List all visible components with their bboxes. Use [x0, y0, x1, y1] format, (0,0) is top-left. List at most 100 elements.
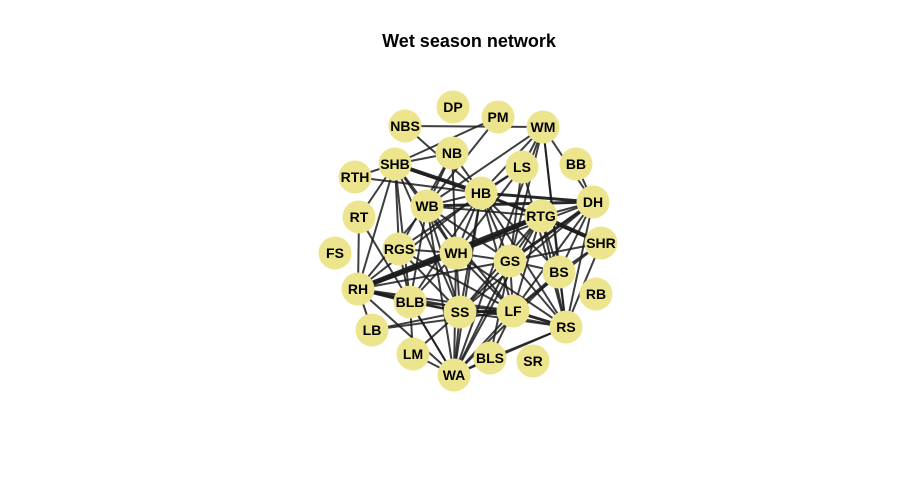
node-label: SHR	[586, 235, 616, 251]
node-circle	[393, 285, 427, 319]
node-circle	[524, 199, 558, 233]
node-shb: SHB	[378, 147, 412, 181]
node-label: HB	[471, 185, 491, 201]
node-circle	[436, 90, 470, 124]
node-label: FS	[326, 245, 344, 261]
node-label: BS	[549, 264, 568, 280]
node-label: NBS	[390, 118, 420, 134]
node-label: LM	[403, 346, 423, 362]
node-rb: RB	[579, 277, 613, 311]
node-circle	[435, 136, 469, 170]
node-label: RH	[348, 281, 368, 297]
node-circle	[410, 189, 444, 223]
node-circle	[505, 150, 539, 184]
edge-wm-wb	[426, 126, 544, 207]
edge-gs-dh	[508, 200, 595, 263]
node-label: RGS	[384, 241, 414, 257]
node-circle	[382, 232, 416, 266]
node-circle	[443, 295, 477, 329]
node-label: PM	[488, 109, 509, 125]
node-wm: WM	[526, 110, 560, 144]
node-fs: FS	[318, 236, 352, 270]
node-label: GS	[500, 253, 520, 269]
node-rtg: RTG	[524, 199, 558, 233]
node-circle	[439, 236, 473, 270]
node-circle	[355, 313, 389, 347]
chart-title: Wet season network	[382, 31, 557, 51]
node-sr: SR	[516, 344, 550, 378]
node-ss: SS	[443, 295, 477, 329]
node-circle	[396, 337, 430, 371]
node-rgs: RGS	[382, 232, 416, 266]
node-shr: SHR	[584, 226, 618, 260]
node-label: RTH	[341, 169, 370, 185]
node-rt: RT	[342, 200, 376, 234]
node-gs: GS	[493, 244, 527, 278]
node-bls: BLS	[473, 341, 507, 375]
edge-dh-rs	[565, 201, 594, 328]
edge-dh-wh	[455, 201, 594, 254]
node-label: RTG	[526, 208, 556, 224]
node-bb: BB	[559, 147, 593, 181]
edge-nb-wh	[451, 152, 457, 254]
edge-rtg-wa	[453, 215, 542, 376]
node-dp: DP	[436, 90, 470, 124]
node-label: SHB	[380, 156, 410, 172]
edge-shb-ss	[394, 163, 461, 313]
edge-nbs-wm	[404, 125, 544, 128]
node-circle	[481, 100, 515, 134]
node-label: WH	[444, 245, 467, 261]
node-ls: LS	[505, 150, 539, 184]
node-circle	[437, 358, 471, 392]
node-layer: DP NBS PM WM NB SHB LS BB RTH HB DH WB RTG RT SHR FS RGS…	[318, 90, 618, 392]
node-circle	[579, 277, 613, 311]
node-circle	[559, 147, 593, 181]
node-label: WM	[531, 119, 556, 135]
node-label: RS	[556, 319, 575, 335]
node-label: LF	[504, 303, 522, 319]
node-label: LB	[363, 322, 382, 338]
node-label: BLS	[476, 350, 504, 366]
node-blb: BLB	[393, 285, 427, 319]
node-circle	[584, 226, 618, 260]
node-circle	[473, 341, 507, 375]
node-label: NB	[442, 145, 462, 161]
node-circle	[464, 176, 498, 210]
node-label: WA	[443, 367, 466, 383]
edge-shb-rh	[357, 163, 396, 290]
node-circle	[542, 255, 576, 289]
node-label: SS	[451, 304, 470, 320]
node-rh: RH	[341, 272, 375, 306]
edge-wm-gs	[509, 126, 544, 262]
node-wb: WB	[410, 189, 444, 223]
node-label: RB	[586, 286, 606, 302]
node-circle	[341, 272, 375, 306]
edge-rth-hb	[354, 176, 482, 194]
node-circle	[496, 294, 530, 328]
node-lb: LB	[355, 313, 389, 347]
node-label: DH	[583, 194, 603, 210]
edge-rh-gs	[357, 260, 511, 290]
node-label: RT	[350, 209, 369, 225]
edge-wb-rtg	[426, 205, 542, 217]
node-nbs: NBS	[388, 109, 422, 143]
node-nb: NB	[435, 136, 469, 170]
node-lm: LM	[396, 337, 430, 371]
node-circle	[549, 310, 583, 344]
node-label: LS	[513, 159, 531, 175]
node-circle	[526, 110, 560, 144]
node-pm: PM	[481, 100, 515, 134]
node-circle	[318, 236, 352, 270]
node-circle	[576, 185, 610, 219]
node-label: WB	[415, 198, 438, 214]
node-rs: RS	[549, 310, 583, 344]
edge-lb-lf	[371, 310, 514, 331]
edge-hb-wa	[453, 192, 482, 376]
node-bs: BS	[542, 255, 576, 289]
node-circle	[516, 344, 550, 378]
edge-ls-rs	[521, 166, 567, 328]
edge-dh-lf	[512, 201, 594, 312]
edge-wm-rs	[542, 126, 567, 328]
node-circle	[388, 109, 422, 143]
